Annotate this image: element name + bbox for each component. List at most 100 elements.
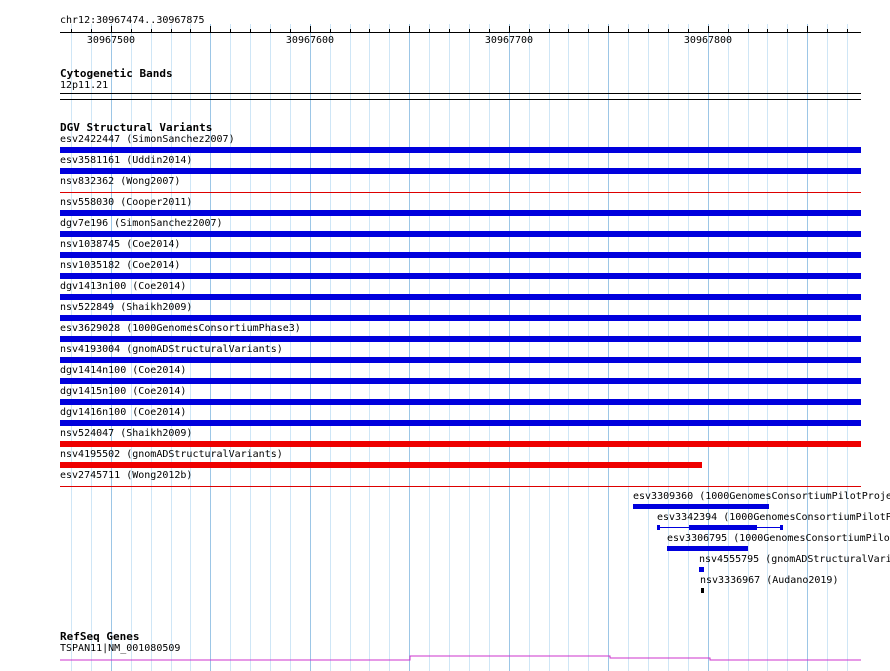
refseq-gene-label[interactable]: TSPAN11|NM_001080509 (60, 643, 181, 654)
grid-line (847, 24, 848, 671)
variant-bar[interactable] (60, 462, 702, 468)
grid-line (270, 24, 271, 671)
ruler-tick (688, 29, 689, 33)
grid-line (628, 24, 629, 671)
variant-bar[interactable] (60, 294, 861, 300)
variant-label[interactable]: dgv1415n100 (Coe2014) (60, 386, 187, 397)
refseq-gene-line (60, 655, 861, 661)
variant-bar[interactable] (60, 315, 861, 321)
variant-label[interactable]: esv3629028 (1000GenomesConsortiumPhase3) (60, 323, 301, 334)
grid-line (350, 24, 351, 671)
variant-label[interactable]: nsv558030 (Cooper2011) (60, 197, 193, 208)
track-title-cytobands[interactable]: Cytogenetic Bands (60, 67, 173, 80)
ruler-tick (190, 29, 191, 33)
variant-label[interactable]: esv3342394 (1000GenomesConsortiumPilotP (657, 512, 890, 523)
grid-line (469, 24, 470, 671)
grid-line (708, 24, 709, 671)
grid-line (688, 24, 689, 671)
ruler-tick (409, 26, 410, 33)
grid-line (290, 24, 291, 671)
grid-line (111, 24, 112, 671)
variant-bar[interactable] (60, 336, 861, 342)
variant-bar[interactable] (60, 273, 861, 279)
track-title-dgv[interactable]: DGV Structural Variants (60, 121, 213, 134)
variant-label[interactable]: nsv4195502 (gnomADStructuralVariants) (60, 449, 283, 460)
variant-bar[interactable] (60, 210, 861, 216)
variant-bar[interactable] (60, 192, 861, 193)
variant-bar[interactable] (60, 252, 861, 258)
grid-line (131, 24, 132, 671)
grid-line (230, 24, 231, 671)
variant-label[interactable]: nsv1035182 (Coe2014) (60, 260, 181, 271)
variant-bar[interactable] (60, 168, 861, 174)
grid-line (409, 24, 410, 671)
variant-label[interactable]: esv2422447 (SimonSanchez2007) (60, 134, 235, 145)
grid-line (429, 24, 430, 671)
variant-bar[interactable] (633, 504, 769, 509)
variant-label[interactable]: nsv4555795 (gnomADStructuralVari (699, 554, 890, 565)
variant-label[interactable]: esv3309360 (1000GenomesConsortiumPilotPr… (633, 491, 890, 502)
ruler-tick (648, 29, 649, 33)
ruler-tick (71, 29, 72, 33)
variant-label[interactable]: esv2745711 (Wong2012b) (60, 470, 193, 481)
variant-label[interactable]: dgv1414n100 (Coe2014) (60, 365, 187, 376)
ruler-tick (628, 29, 629, 33)
ruler-tick (429, 29, 430, 33)
variant-label[interactable]: dgv1413n100 (Coe2014) (60, 281, 187, 292)
grid-line (310, 24, 311, 671)
ruler-tick-label: 30967700 (484, 35, 534, 46)
ruler-tick (290, 29, 291, 33)
ruler-tick (131, 29, 132, 33)
ruler-tick (469, 29, 470, 33)
variant-label[interactable]: nsv524047 (Shaikh2009) (60, 428, 193, 439)
grid-line (767, 24, 768, 671)
track-title-refseq[interactable]: RefSeq Genes (60, 630, 140, 643)
variant-label[interactable]: esv3581161 (Uddin2014) (60, 155, 193, 166)
ruler-tick-label: 30967600 (285, 35, 335, 46)
variant-bar[interactable] (60, 147, 861, 153)
ruler-tick (151, 29, 152, 33)
variant-bar[interactable] (60, 486, 861, 487)
grid-line (668, 24, 669, 671)
grid-line (489, 24, 490, 671)
variant-label[interactable]: nsv3336967 (Audano2019) (700, 575, 839, 586)
variant-label[interactable]: nsv4193004 (gnomADStructuralVariants) (60, 344, 283, 355)
variant-bar[interactable] (689, 525, 757, 530)
variant-bar[interactable] (699, 567, 704, 572)
variant-bar[interactable] (657, 525, 660, 530)
variant-bar[interactable] (60, 399, 861, 405)
refseq-gene-model[interactable] (60, 652, 861, 664)
ruler-tick (449, 29, 450, 33)
ruler-tick (708, 26, 709, 33)
variant-bar[interactable] (667, 546, 748, 551)
grid-line (171, 24, 172, 671)
variant-bar[interactable] (780, 525, 783, 530)
variant-bar[interactable] (701, 588, 704, 593)
variant-label[interactable]: esv3306795 (1000GenomesConsortiumPilot (667, 533, 890, 544)
ruler-tick (608, 26, 609, 33)
grid-line (210, 24, 211, 671)
ruler-tick (489, 29, 490, 33)
variant-label[interactable]: nsv522849 (Shaikh2009) (60, 302, 193, 313)
variant-bar[interactable] (60, 420, 861, 426)
ruler-tick (807, 26, 808, 33)
ruler-tick (91, 29, 92, 33)
ruler-tick (668, 29, 669, 33)
cytoband-label[interactable]: 12p11.21 (60, 80, 109, 91)
ruler-tick (210, 26, 211, 33)
variant-label[interactable]: dgv1416n100 (Coe2014) (60, 407, 187, 418)
grid-line (250, 24, 251, 671)
ruler-tick (748, 29, 749, 33)
variant-label[interactable]: nsv1038745 (Coe2014) (60, 239, 181, 250)
ruler-tick (728, 29, 729, 33)
variant-bar[interactable] (60, 378, 861, 384)
ruler-tick-label: 30967500 (86, 35, 136, 46)
grid-line (588, 24, 589, 671)
variant-label[interactable]: nsv832362 (Wong2007) (60, 176, 181, 187)
ruler-tick (171, 29, 172, 33)
variant-label[interactable]: dgv7e196 (SimonSanchez2007) (60, 218, 223, 229)
grid-line (190, 24, 191, 671)
variant-bar[interactable] (60, 231, 861, 237)
variant-bar[interactable] (60, 357, 861, 363)
variant-bar[interactable] (60, 441, 861, 447)
